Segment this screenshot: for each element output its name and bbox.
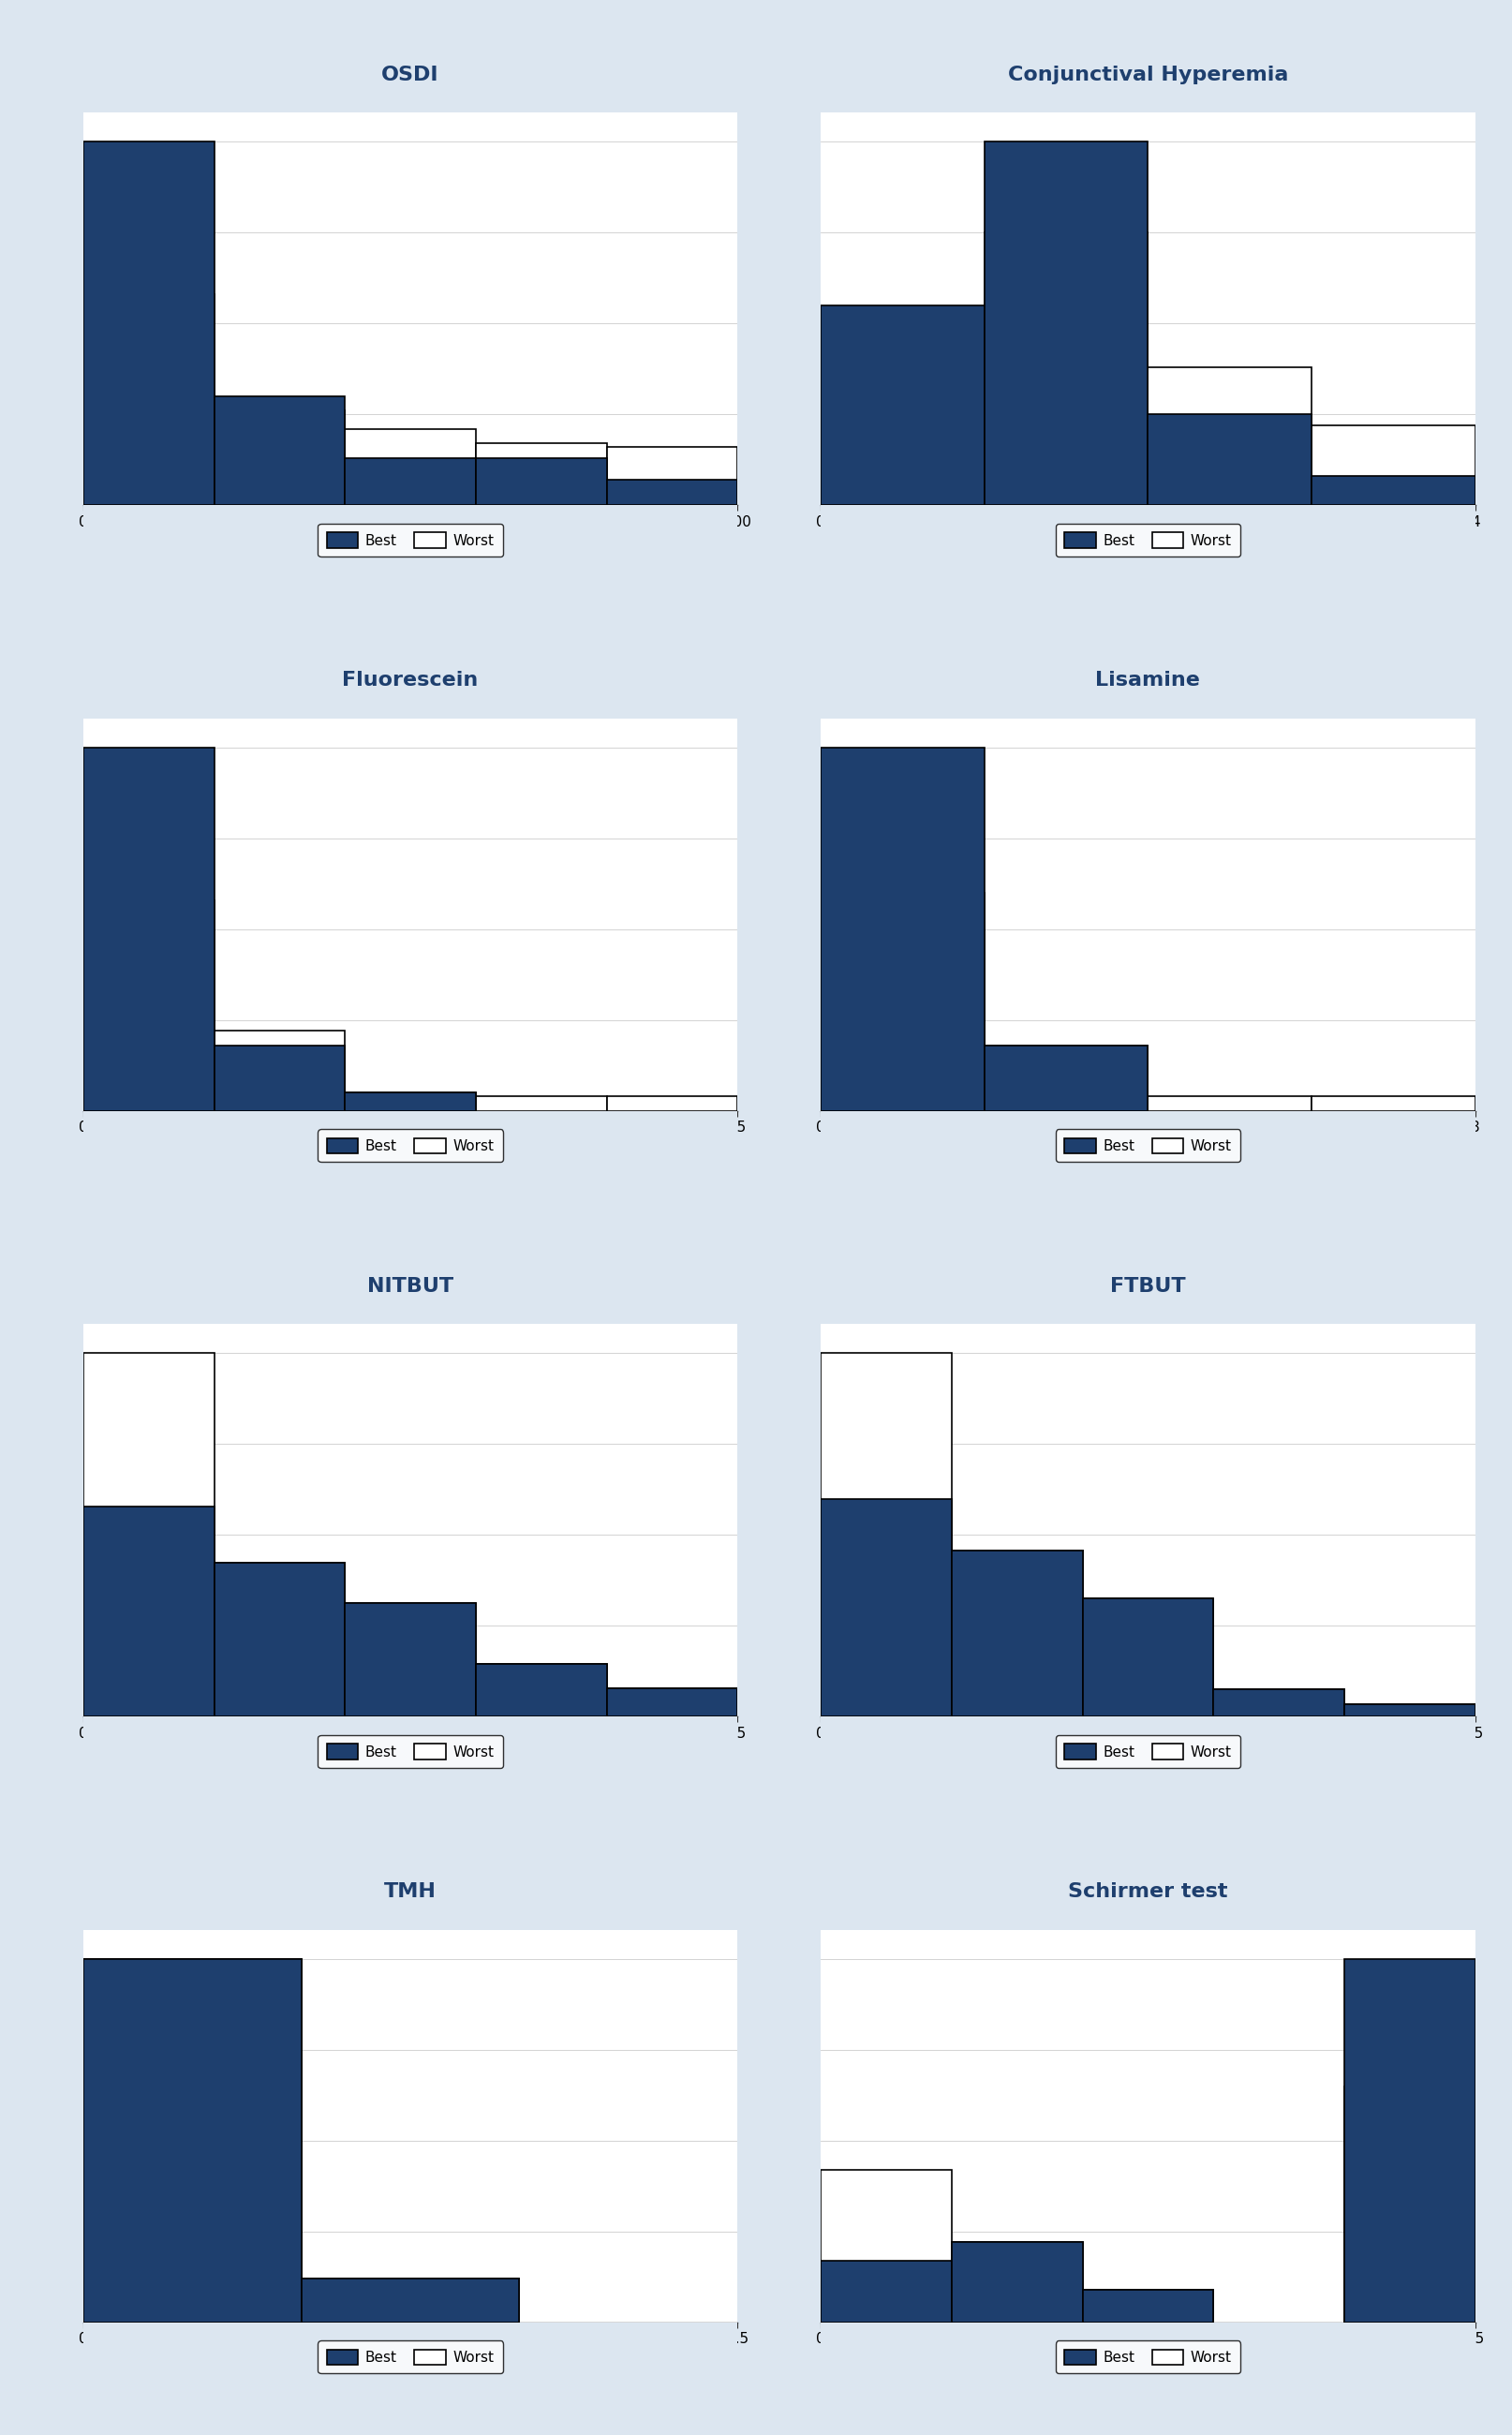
Text: OSDI: OSDI bbox=[381, 66, 438, 85]
Bar bbox=[820, 2170, 951, 2323]
Bar bbox=[213, 412, 345, 504]
Bar bbox=[83, 901, 213, 1110]
Text: Schirmer test: Schirmer test bbox=[1067, 1882, 1228, 1902]
Bar bbox=[83, 295, 213, 504]
Bar bbox=[83, 1507, 213, 1717]
Bar bbox=[83, 1960, 301, 2323]
Bar bbox=[820, 894, 984, 1110]
Legend: Best, Worst: Best, Worst bbox=[318, 2340, 502, 2374]
Bar bbox=[345, 1605, 475, 1717]
Bar bbox=[606, 448, 736, 504]
Bar bbox=[213, 1030, 345, 1110]
Bar bbox=[1311, 1096, 1474, 1110]
Bar bbox=[1081, 2289, 1213, 2323]
Bar bbox=[984, 141, 1148, 504]
Bar bbox=[83, 1354, 213, 1717]
Bar bbox=[1213, 1690, 1343, 1717]
Bar bbox=[1148, 1096, 1311, 1110]
Legend: Best, Worst: Best, Worst bbox=[1055, 1130, 1240, 1161]
Legend: Best, Worst: Best, Worst bbox=[318, 1736, 502, 1768]
Text: TMH: TMH bbox=[384, 1882, 437, 1902]
Bar bbox=[475, 458, 606, 504]
Legend: Best, Worst: Best, Worst bbox=[1055, 2340, 1240, 2374]
Text: Lisamine: Lisamine bbox=[1095, 672, 1199, 689]
Bar bbox=[984, 234, 1148, 504]
Bar bbox=[345, 458, 475, 504]
Bar bbox=[301, 2279, 519, 2323]
Bar bbox=[984, 1045, 1148, 1110]
Text: Fluorescein: Fluorescein bbox=[342, 672, 478, 689]
Bar bbox=[820, 2260, 951, 2323]
Bar bbox=[213, 1563, 345, 1717]
Bar bbox=[820, 1354, 951, 1717]
Bar bbox=[1343, 1960, 1474, 2323]
Bar bbox=[345, 1605, 475, 1717]
Bar bbox=[1343, 1704, 1474, 1717]
Bar bbox=[213, 1045, 345, 1110]
Bar bbox=[820, 304, 984, 504]
Bar bbox=[475, 1663, 606, 1717]
Bar bbox=[1081, 2289, 1213, 2323]
Bar bbox=[820, 1500, 951, 1717]
Bar bbox=[951, 2243, 1081, 2323]
Bar bbox=[1081, 1597, 1213, 1717]
Legend: Best, Worst: Best, Worst bbox=[318, 524, 502, 558]
Bar bbox=[83, 748, 213, 1110]
Bar bbox=[345, 429, 475, 504]
Bar bbox=[1343, 1704, 1474, 1717]
Bar bbox=[1311, 475, 1474, 504]
Bar bbox=[1311, 426, 1474, 504]
Bar bbox=[83, 141, 213, 504]
Bar bbox=[1343, 2087, 1474, 2323]
Bar bbox=[606, 480, 736, 504]
Text: NITBUT: NITBUT bbox=[367, 1276, 454, 1295]
Legend: Best, Worst: Best, Worst bbox=[1055, 524, 1240, 558]
Bar bbox=[83, 1960, 301, 2323]
Bar bbox=[606, 1687, 736, 1717]
Bar bbox=[345, 1093, 475, 1110]
Text: FTBUT: FTBUT bbox=[1110, 1276, 1185, 1295]
Bar bbox=[820, 368, 984, 504]
Bar bbox=[213, 1563, 345, 1717]
Bar bbox=[951, 2243, 1081, 2323]
Bar bbox=[1213, 1690, 1343, 1717]
Bar bbox=[475, 443, 606, 504]
Bar bbox=[301, 2279, 519, 2323]
Bar bbox=[606, 1096, 736, 1110]
Bar bbox=[1148, 414, 1311, 504]
Legend: Best, Worst: Best, Worst bbox=[318, 1130, 502, 1161]
Bar bbox=[606, 1687, 736, 1717]
Bar bbox=[1148, 368, 1311, 504]
Bar bbox=[820, 748, 984, 1110]
Bar bbox=[951, 1551, 1081, 1717]
Bar bbox=[345, 1093, 475, 1110]
Legend: Best, Worst: Best, Worst bbox=[1055, 1736, 1240, 1768]
Bar bbox=[951, 1551, 1081, 1717]
Text: Conjunctival Hyperemia: Conjunctival Hyperemia bbox=[1007, 66, 1287, 85]
Bar bbox=[213, 397, 345, 504]
Bar bbox=[475, 1663, 606, 1717]
Bar bbox=[984, 1045, 1148, 1110]
Bar bbox=[475, 1096, 606, 1110]
Bar bbox=[1081, 1597, 1213, 1717]
